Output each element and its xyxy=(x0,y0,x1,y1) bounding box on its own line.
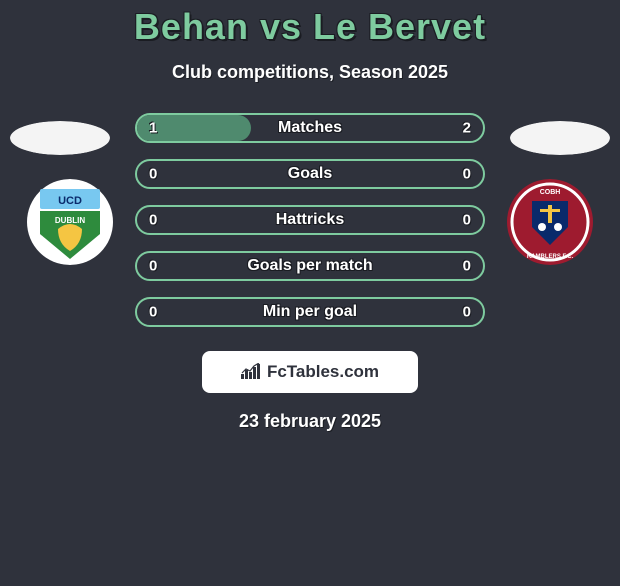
stat-row: 0 Goals 0 xyxy=(135,159,485,189)
stat-row: 1 Matches 2 xyxy=(135,113,485,143)
subtitle: Club competitions, Season 2025 xyxy=(0,62,620,83)
date-line: 23 february 2025 xyxy=(0,411,620,432)
club-badge-right: COBH RAMBLERS F.C. xyxy=(500,179,600,265)
flag-icon xyxy=(510,121,610,155)
stat-right-value: 2 xyxy=(463,120,471,137)
stat-label: Goals per match xyxy=(247,257,372,275)
svg-text:RAMBLERS F.C.: RAMBLERS F.C. xyxy=(527,254,574,260)
club-crest-icon: COBH RAMBLERS F.C. xyxy=(500,179,600,265)
stat-left-value: 0 xyxy=(149,212,157,229)
page-title: Behan vs Le Bervet xyxy=(0,6,620,48)
stat-rows: 1 Matches 2 0 Goals 0 0 Hattricks 0 0 Goals per ma… xyxy=(135,113,485,327)
stat-right-value: 0 xyxy=(463,304,471,321)
stat-right-value: 0 xyxy=(463,212,471,229)
stat-right-value: 0 xyxy=(463,166,471,183)
stat-right-value: 0 xyxy=(463,258,471,275)
stats-area: UCD DUBLIN COBH RAMBLERS F.C. 1 Matches 2 0… xyxy=(0,113,620,343)
stat-label: Hattricks xyxy=(276,211,344,229)
svg-text:DUBLIN: DUBLIN xyxy=(55,216,85,225)
stat-label: Matches xyxy=(278,119,342,137)
svg-text:COBH: COBH xyxy=(540,189,561,196)
flag-icon xyxy=(10,121,110,155)
stat-left-value: 0 xyxy=(149,166,157,183)
club-crest-icon: UCD DUBLIN xyxy=(20,179,120,265)
svg-text:UCD: UCD xyxy=(58,195,82,207)
stat-label: Goals xyxy=(288,165,332,183)
branding-box: FcTables.com xyxy=(202,351,418,393)
country-flag-left xyxy=(10,121,110,155)
bars-icon xyxy=(241,363,261,381)
country-flag-right xyxy=(510,121,610,155)
stat-row: 0 Hattricks 0 xyxy=(135,205,485,235)
stat-left-value: 1 xyxy=(149,120,157,137)
stat-row: 0 Goals per match 0 xyxy=(135,251,485,281)
stat-row: 0 Min per goal 0 xyxy=(135,297,485,327)
club-badge-left: UCD DUBLIN xyxy=(20,179,120,265)
stat-left-value: 0 xyxy=(149,258,157,275)
stat-left-value: 0 xyxy=(149,304,157,321)
stat-label: Min per goal xyxy=(263,303,357,321)
branding-text: FcTables.com xyxy=(267,362,379,382)
